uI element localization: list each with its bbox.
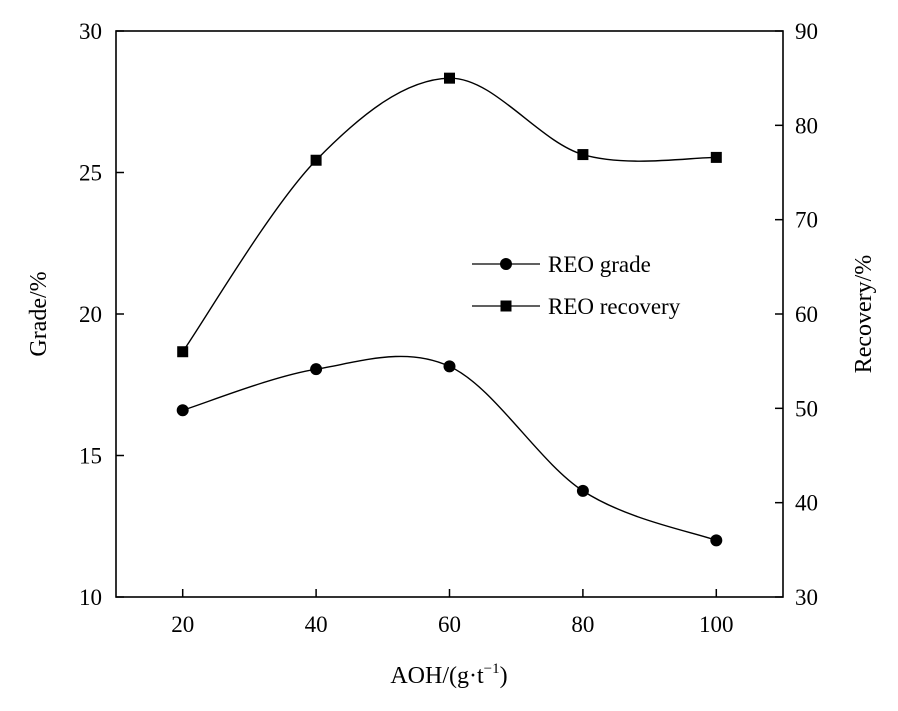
- y-right-tick-label: 50: [795, 396, 818, 421]
- legend-label-recovery: REO recovery: [548, 294, 681, 319]
- y-right-tick-label: 40: [795, 491, 818, 516]
- data-point-reo-recovery: [577, 149, 589, 161]
- y-left-tick-label: 10: [79, 585, 102, 610]
- x-axis-title-superscript: −1: [484, 661, 500, 677]
- x-tick-label: 80: [571, 612, 594, 637]
- legend: REO grade REO recovery: [472, 252, 681, 319]
- x-tick-label: 20: [171, 612, 194, 637]
- y-left-axis-title: Grade/%: [26, 271, 52, 356]
- y-right-axis-ticks: 30 40 50 60 70 80 90: [775, 19, 818, 610]
- legend-label-grade: REO grade: [548, 252, 651, 277]
- y-left-axis-ticks: 10 15 20 25 30: [79, 19, 124, 610]
- data-point-reo-recovery: [177, 346, 189, 358]
- x-tick-label: 40: [305, 612, 328, 637]
- plot-frame: [115, 30, 784, 598]
- x-tick-label: 60: [438, 612, 461, 637]
- y-left-tick-label: 30: [79, 19, 102, 44]
- y-left-tick-label: 15: [79, 444, 102, 469]
- data-point-reo-grade: [176, 404, 189, 417]
- x-axis-title: AOH/(g·t−1): [390, 661, 507, 689]
- data-point-reo-recovery: [444, 72, 455, 84]
- series-markers: [176, 72, 723, 547]
- data-point-reo-grade: [443, 360, 456, 373]
- data-point-reo-recovery: [710, 151, 722, 163]
- series-line-reo-recovery: [182, 77, 717, 353]
- x-axis-ticks: 20 40 60 80 100: [171, 589, 734, 637]
- data-point-reo-grade: [710, 534, 723, 547]
- y-right-tick-label: 60: [795, 302, 818, 327]
- series-line-reo-grade: [182, 355, 717, 542]
- legend-marker-recovery: [500, 300, 512, 312]
- data-point-reo-grade: [310, 363, 323, 376]
- legend-marker-grade: [500, 258, 512, 270]
- y-right-tick-label: 90: [795, 19, 818, 44]
- y-right-tick-label: 70: [795, 208, 818, 233]
- y-right-axis-title: Recovery/%: [851, 255, 877, 374]
- y-left-tick-label: 20: [79, 302, 102, 327]
- x-tick-label: 100: [699, 612, 734, 637]
- data-point-reo-grade: [576, 484, 589, 497]
- data-point-reo-recovery: [310, 154, 322, 166]
- y-right-tick-label: 30: [795, 585, 818, 610]
- y-left-tick-label: 25: [79, 161, 102, 186]
- y-right-tick-label: 80: [795, 113, 818, 138]
